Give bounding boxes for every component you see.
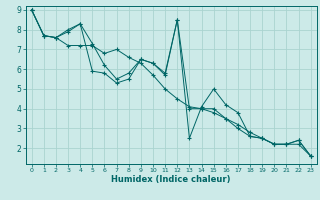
X-axis label: Humidex (Indice chaleur): Humidex (Indice chaleur) — [111, 175, 231, 184]
